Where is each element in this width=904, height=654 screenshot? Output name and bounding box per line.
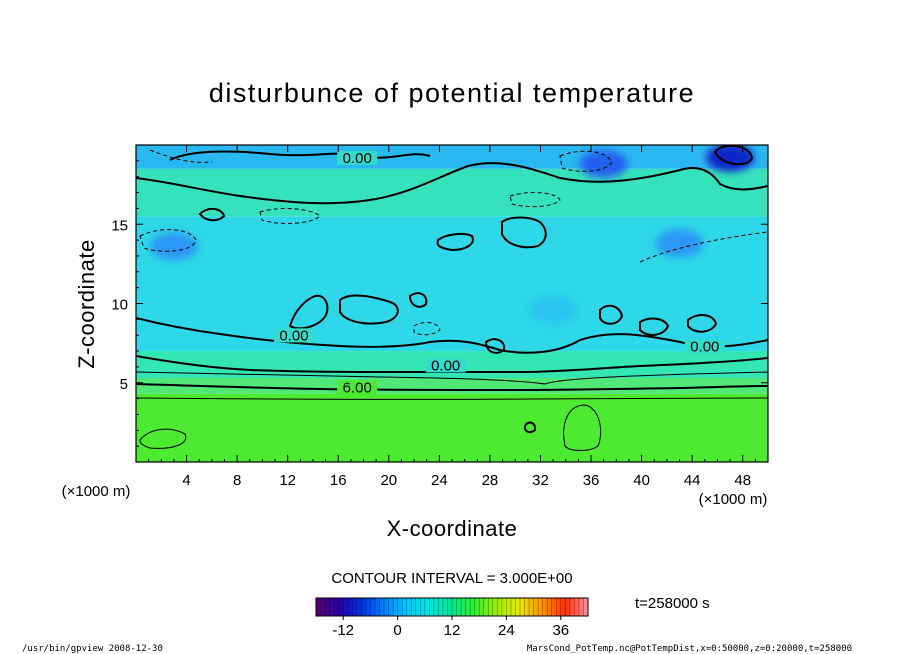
y-tick-label: 10: [111, 297, 128, 314]
shaded-minimum-4: [529, 295, 578, 324]
colorbar-tick-label: 24: [498, 622, 515, 639]
contour-line: [501, 216, 547, 249]
contour-line: [136, 383, 768, 392]
contour-label-bg: [425, 358, 466, 373]
contour-lines: [136, 145, 768, 451]
shaded-band-4: [136, 168, 768, 217]
contour-line: [136, 317, 768, 354]
colorbar-ticks: -12 0 12 24 36: [332, 616, 569, 639]
shaded-band-5: [136, 145, 768, 169]
shaded-minima: [149, 145, 755, 324]
colorbar-tick-label: 0: [393, 622, 401, 639]
contour-line: [509, 192, 561, 208]
contour-line: [713, 145, 754, 166]
contour-line: [599, 304, 624, 325]
contour-line: [639, 231, 768, 263]
contour-line: [484, 338, 506, 354]
x-tick-label: 44: [684, 472, 701, 489]
x-axis-unit-right: (×1000 m): [699, 491, 768, 508]
plot-area: 0.00 0.00 0.00 0.00 6.00: [136, 145, 768, 462]
colorbar-tick-label: 36: [552, 622, 569, 639]
x-tick-label: 8: [233, 472, 241, 489]
contour-line: [639, 317, 670, 336]
y-tick-label: 5: [120, 376, 128, 393]
contour-line: [563, 404, 602, 451]
x-tick-label: 16: [330, 472, 347, 489]
contour-line: [523, 421, 537, 434]
x-tick-label: 40: [633, 472, 650, 489]
contour-label-bg: [274, 328, 314, 343]
contour-labels: 0.00 0.00 0.00 0.00 6.00: [274, 150, 725, 397]
shaded-minimum-2: [149, 232, 198, 261]
contour-line: [139, 428, 187, 449]
y-tick-label: 15: [111, 217, 128, 234]
shaded-minimum-3: [655, 229, 704, 258]
contour-label-bg: [337, 150, 378, 165]
contour-line: [408, 292, 428, 308]
contour-interval-text: CONTOUR INTERVAL = 3.000E+00: [331, 570, 572, 587]
shaded-minimum-1: [579, 150, 628, 179]
contour-line: [288, 294, 329, 330]
contour-label-bg: [684, 339, 725, 354]
x-tick-label: 36: [583, 472, 600, 489]
x-tick-label: 20: [380, 472, 397, 489]
contour-label: 0.00: [343, 150, 372, 167]
shaded-band-0: [136, 393, 768, 462]
contour-line: [259, 208, 321, 224]
x-tick-label: 12: [279, 472, 296, 489]
x-axis: 4 8 12 16 20 24 28 32 36 40 44 48: [148, 145, 756, 489]
y-axis-label: Z-coordinate: [74, 239, 99, 369]
x-tick-label: 48: [734, 472, 751, 489]
contour-label: 6.00: [343, 380, 372, 397]
colorbar-tick-label: 12: [444, 622, 461, 639]
x-axis-label: X-coordinate: [387, 516, 518, 541]
chart-title: disturbunce of potential temperature: [209, 78, 695, 108]
x-tick-label: 4: [182, 472, 190, 489]
contour-line: [136, 397, 768, 400]
footer-left: /usr/bin/gpview 2008-12-30: [22, 644, 163, 654]
footer-right: MarsCond_PotTemp.nc@PotTempDist,x=0:5000…: [527, 644, 852, 654]
contour-line: [436, 232, 474, 252]
y-axis: 5 10 15: [111, 160, 768, 447]
shaded-minimum-0: [706, 145, 755, 172]
contour-label-bg: [337, 380, 378, 395]
contour-label: 0.00: [431, 357, 460, 374]
contour-label: 0.00: [279, 327, 308, 344]
x-tick-label: 28: [482, 472, 499, 489]
contour-line: [169, 150, 431, 161]
contour-label: 0.00: [690, 338, 719, 355]
shaded-field: [136, 145, 768, 462]
x-tick-label: 32: [532, 472, 549, 489]
x-tick-label: 24: [431, 472, 448, 489]
time-label: t=258000 s: [635, 595, 710, 612]
contour-line: [687, 314, 718, 333]
contour-line: [198, 208, 226, 222]
contour-line: [413, 322, 441, 336]
x-axis-unit-left: (×1000 m): [62, 483, 131, 500]
colorbar-tick-label: -12: [332, 622, 354, 639]
contour-line: [136, 162, 768, 205]
colorbar: [315, 598, 589, 616]
contour-line: [149, 149, 213, 163]
contour-line: [136, 371, 768, 385]
contour-line: [339, 294, 399, 325]
